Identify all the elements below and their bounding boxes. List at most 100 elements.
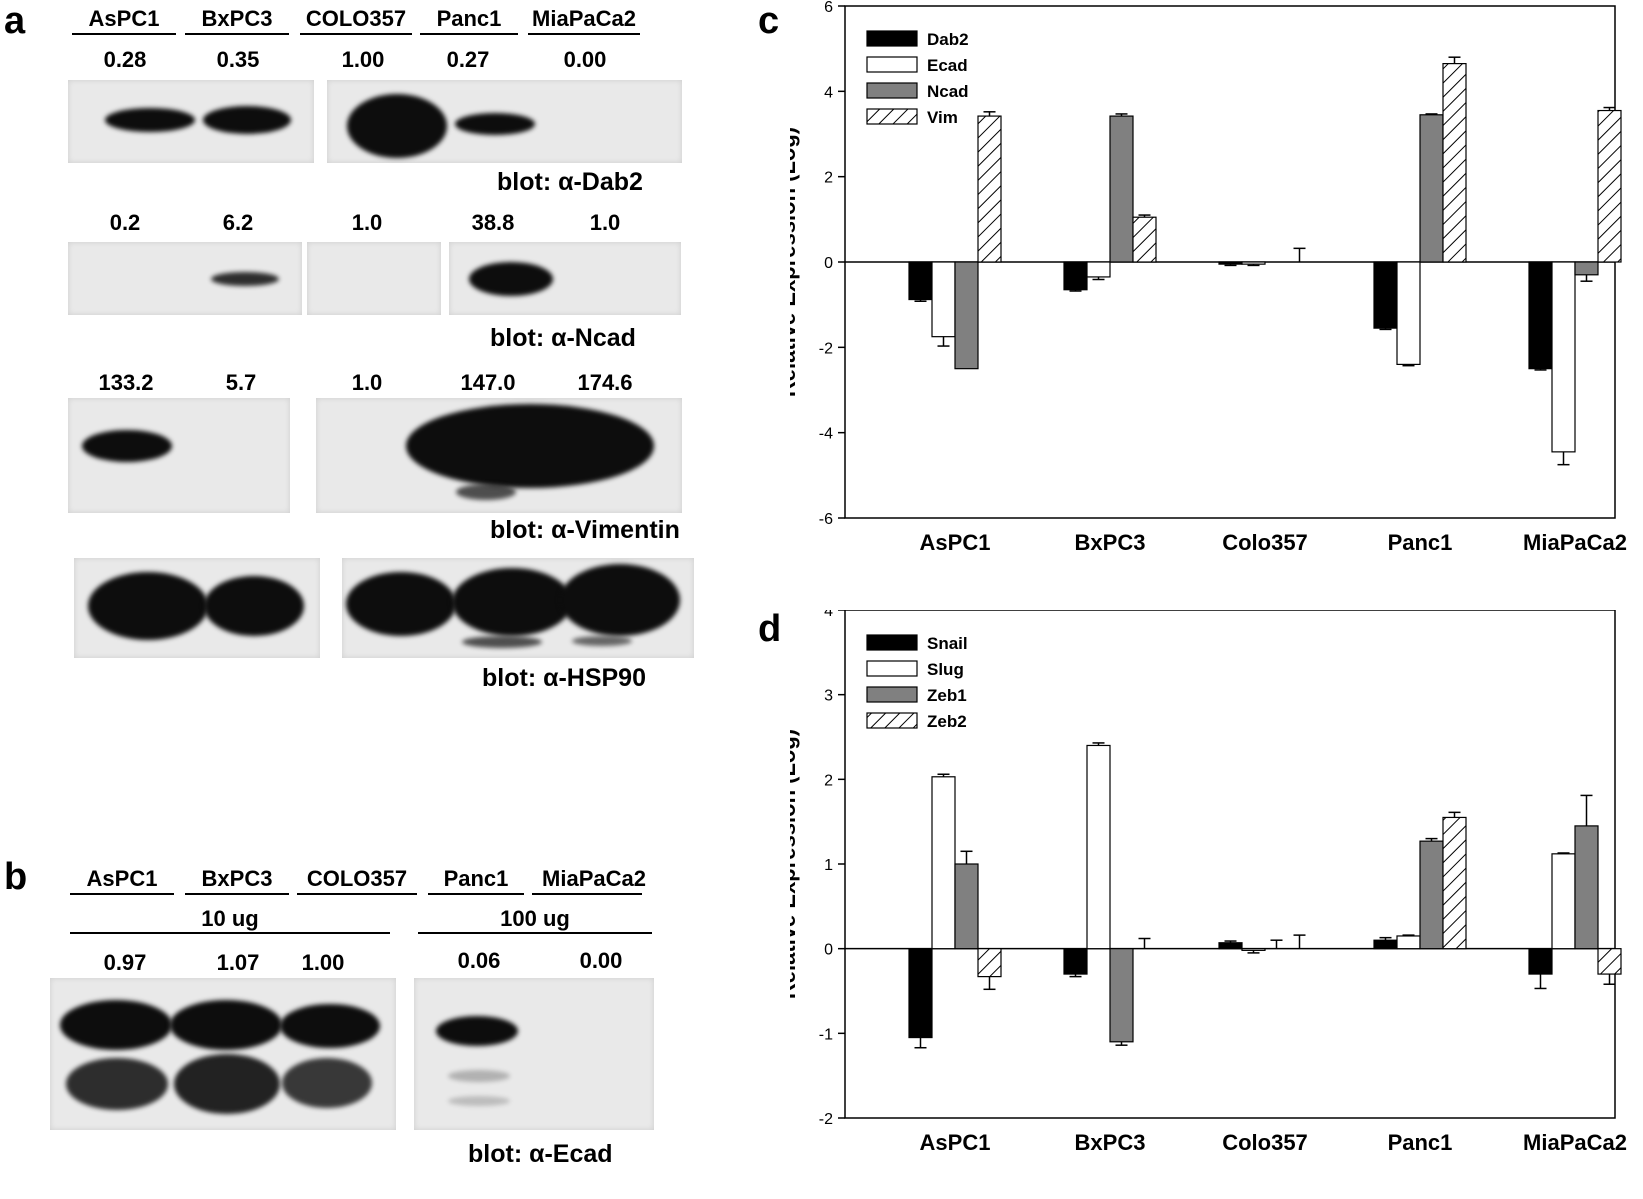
lane-label: BxPC3 [201,6,273,31]
blot-band [448,1096,510,1106]
bar [908,261,933,301]
legend-label: Dab2 [927,30,969,49]
bar [977,115,1002,263]
lane-label: AsPC1 [86,866,158,891]
group-underline [70,932,390,934]
x-tick-label: Panc1 [1388,530,1453,555]
panel-letter-d: d [758,608,782,650]
y-tick-label: -6 [819,511,833,528]
lane-label: Panc1 [443,866,509,891]
blot-label-hsp90: blot: α-HSP90 [482,664,646,692]
quant-value: 133.2 [98,370,154,395]
legend-swatch [866,660,918,677]
legend-label: Zeb1 [927,686,967,705]
y-tick-label: 2 [824,772,833,789]
lane-underline [420,33,518,35]
blot-band [346,572,456,636]
x-tick-label: Colo357 [1222,1130,1308,1155]
x-tick-label: Colo357 [1222,530,1308,555]
lane-label: COLO357 [306,866,408,891]
blot-label-vimentin: blot: α-Vimentin [490,516,680,544]
x-tick-label: MiaPaCa2 [1523,1130,1627,1155]
blot-band [469,262,553,296]
bar [1442,62,1467,263]
x-tick-label: MiaPaCa2 [1523,530,1627,555]
legend-swatch [866,82,918,99]
y-tick-label: 2 [824,170,833,187]
lane-underline [300,33,412,35]
x-tick-label: BxPC3 [1075,530,1146,555]
bar [1063,261,1088,291]
legend-label: Zeb2 [927,712,967,731]
legend-label: Ncad [927,82,969,101]
quant-value: 0.35 [216,47,260,72]
legend-label: Vim [927,108,958,127]
bar-chart-d: -2 -1 0 1 2 3 4 Relative Expression (Log) AsPC1 B… [790,610,1627,1155]
blot-label-ecad: blot: α-Ecad [468,1140,613,1168]
bar [1528,261,1553,370]
lane-label: MiaPaCa2 [532,6,636,31]
bar [908,948,933,1039]
blot-band [452,568,572,636]
bar [1574,825,1599,950]
bar [1396,261,1421,366]
lane-label: MiaPaCa2 [542,866,646,891]
x-tick-label: AsPC1 [920,530,991,555]
blot-label-dab2: blot: α-Dab2 [497,168,643,196]
lane-underline [185,893,289,895]
x-tick-label: Panc1 [1388,1130,1453,1155]
blot-label-ncad: blot: α-Ncad [490,324,636,352]
blot-membrane-dab2-left [68,80,314,163]
quant-value: 0.06 [457,948,501,973]
blot-band [82,430,172,462]
blot-band [455,113,535,135]
blot-band [462,636,542,648]
bar [1109,115,1134,263]
quant-value: 1.07 [216,950,260,975]
group-label: 10 ug [201,906,259,931]
quant-value: 0.28 [103,47,147,72]
legend-swatch [866,686,918,703]
lane-label: COLO357 [305,6,407,31]
lane-underline [70,893,174,895]
legend-label: Slug [927,660,964,679]
quant-value: 0.00 [579,948,623,973]
bar [1086,744,1111,950]
lane-label: AsPC1 [88,6,160,31]
legend-swatch [866,108,918,125]
bar [1373,939,1398,950]
quant-value: 1.0 [589,210,621,235]
blot-band [436,1016,518,1046]
bar [931,776,956,950]
bar [1396,935,1421,950]
y-tick-label: 4 [824,610,833,620]
bar-chart-c: -6 -4 -2 0 2 4 6 Relative Expression (Log) AsPC1… [790,0,1627,555]
bar [954,863,979,950]
group-label: 100 ug [500,906,570,931]
bar [954,261,979,370]
x-tick-label: BxPC3 [1075,1130,1146,1155]
y-tick-label: 6 [824,0,833,16]
blot-membrane-hsp90-right [342,558,694,658]
y-tick-label: 0 [824,942,833,959]
blot-band [170,1000,282,1050]
bar [1597,109,1622,263]
quant-value: 147.0 [460,370,516,395]
blot-band [406,404,654,488]
group-underline [418,932,652,934]
legend-label: Snail [927,634,968,653]
quant-value: 0.00 [563,47,607,72]
blot-membrane-vimentin-right [316,398,682,513]
lane-underline [297,893,417,895]
bar [1109,948,1134,1043]
y-tick-label: -4 [819,426,833,443]
y-tick-label: 3 [824,688,833,705]
blot-band [60,1000,172,1050]
bar [1551,853,1576,950]
bar [1442,816,1467,950]
lane-underline [185,33,289,35]
lane-underline [528,33,640,35]
panel-letter-c: c [758,0,780,42]
bar [1551,261,1576,453]
quant-value: 0.97 [103,950,147,975]
